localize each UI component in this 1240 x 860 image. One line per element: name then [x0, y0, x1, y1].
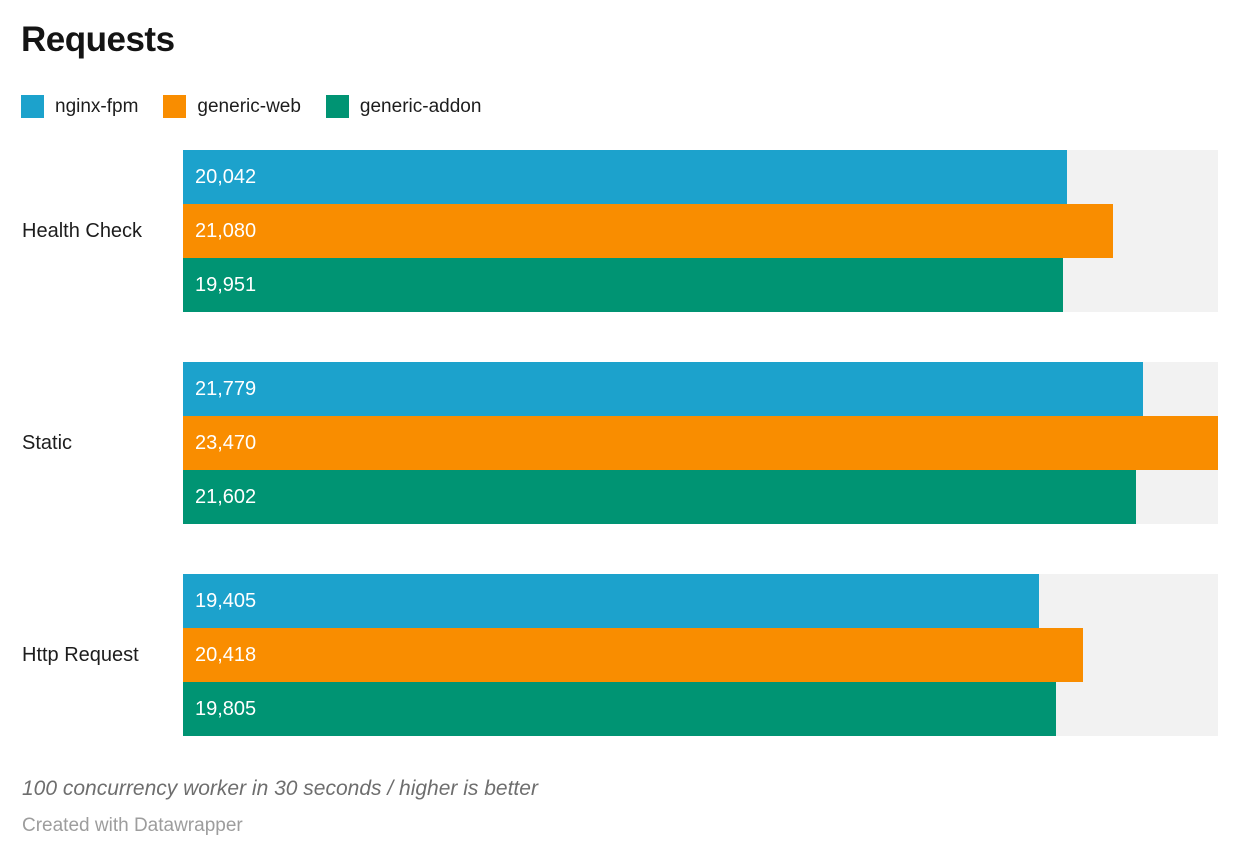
bar-nginx-fpm: 20,042	[183, 150, 1067, 204]
bar-value-label: 23,470	[195, 431, 257, 454]
bar-value-label: 19,405	[195, 589, 257, 612]
bar-track: 21,779	[183, 362, 1218, 416]
bar-group-health-check: Health Check 20,042 21,080 19,951	[0, 150, 1240, 312]
bar-value-label: 19,951	[195, 273, 257, 296]
bar-generic-web: 20,418	[183, 628, 1084, 682]
chart-title: Requests	[21, 20, 175, 59]
bar-track: 20,042	[183, 150, 1218, 204]
legend-swatch-generic-addon	[325, 95, 349, 118]
legend-item-generic-addon: generic-addon	[325, 95, 482, 118]
bar-generic-web: 23,470	[183, 416, 1218, 470]
bar-track: 23,470	[183, 416, 1218, 470]
legend-item-generic-web: generic-web	[163, 95, 301, 118]
category-label: Http Request	[22, 644, 139, 666]
bar-generic-addon: 21,602	[183, 470, 1136, 524]
legend-swatch-generic-web	[163, 95, 187, 118]
bar-value-label: 20,042	[195, 165, 257, 188]
bar-generic-addon: 19,805	[183, 682, 1057, 736]
legend-label-generic-web: generic-web	[197, 95, 301, 117]
bar-generic-web: 21,080	[183, 204, 1113, 258]
bar-chart: Health Check 20,042 21,080 19,951	[0, 150, 1240, 786]
bar-generic-addon: 19,951	[183, 258, 1063, 312]
bar-track: 21,602	[183, 470, 1218, 524]
bar-value-label: 21,779	[195, 377, 257, 400]
datawrapper-attribution: Created with Datawrapper	[22, 815, 243, 836]
bar-value-label: 20,418	[195, 643, 257, 666]
bar-nginx-fpm: 19,405	[183, 574, 1039, 628]
chart-footnote: 100 concurrency worker in 30 seconds / h…	[22, 777, 538, 800]
bar-track: 19,405	[183, 574, 1218, 628]
bar-track: 19,805	[183, 682, 1218, 736]
category-label: Health Check	[22, 220, 143, 242]
legend-swatch-nginx-fpm	[21, 95, 44, 118]
bar-group-static: Static 21,779 23,470 21,602	[0, 362, 1240, 524]
bar-group-http-request: Http Request 19,405 20,418 19,805	[0, 574, 1240, 736]
bar-nginx-fpm: 21,779	[183, 362, 1144, 416]
bar-value-label: 21,080	[195, 219, 257, 242]
legend-label-nginx-fpm: nginx-fpm	[55, 95, 139, 117]
legend-label-generic-addon: generic-addon	[359, 95, 482, 117]
bar-track: 19,951	[183, 258, 1218, 312]
bar-value-label: 21,602	[195, 485, 257, 508]
bar-track: 20,418	[183, 628, 1218, 682]
category-label: Static	[22, 432, 73, 454]
bar-track: 21,080	[183, 204, 1218, 258]
legend: nginx-fpm generic-web generic-addon	[21, 95, 481, 118]
legend-item-nginx-fpm: nginx-fpm	[21, 95, 138, 118]
bar-value-label: 19,805	[195, 697, 257, 720]
